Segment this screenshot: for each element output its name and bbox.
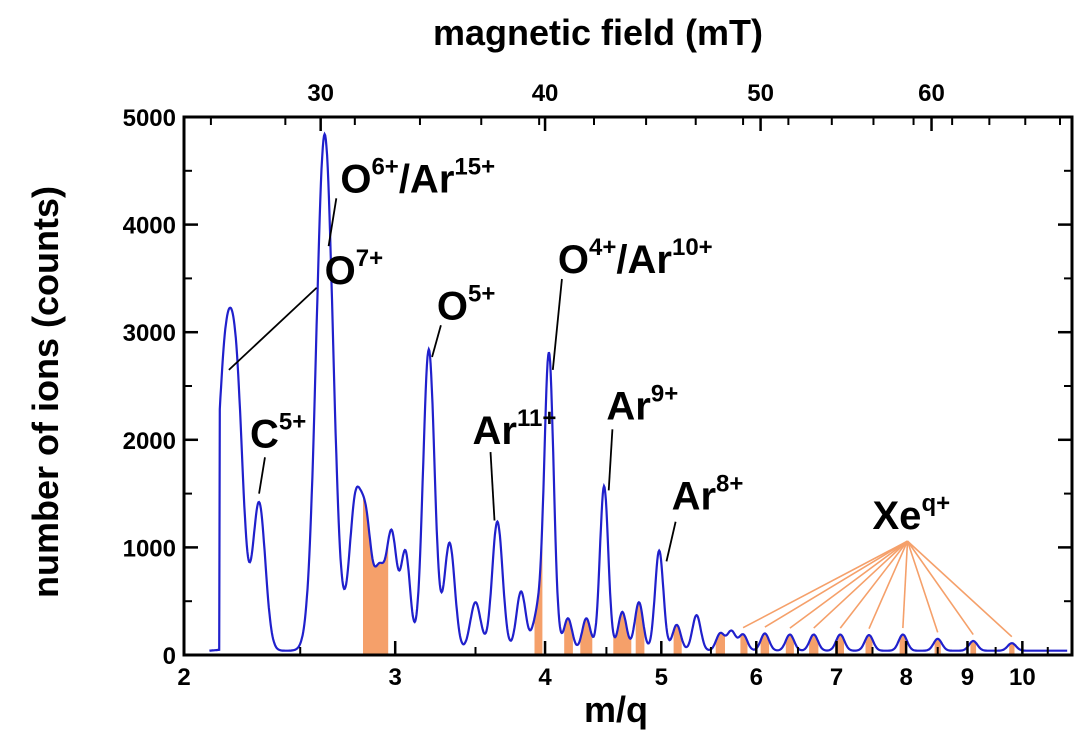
annotation-pointer (327, 198, 338, 247)
xe-pointer (902, 541, 909, 629)
xe-pointer (868, 540, 909, 629)
x-tick-label: 6 (750, 664, 763, 691)
y-tick-label: 3000 (123, 320, 176, 347)
annotation-pointer (665, 521, 677, 562)
peak-label: Ar8+ (672, 471, 744, 519)
y-tick-label: 1000 (123, 535, 176, 562)
x-tick-label: 9 (961, 664, 974, 691)
xe-fill-10 (785, 634, 794, 655)
annotation-pointer (607, 429, 614, 491)
xe-fill-11 (809, 634, 819, 655)
x-tick-label: 8 (899, 664, 912, 691)
xe-pointer (906, 540, 974, 636)
top-axis-title: magnetic field (mT) (433, 12, 763, 53)
annotation-pointer (551, 278, 563, 370)
y-tick-label: 4000 (123, 213, 176, 240)
peak-annotation-5: O4+/Ar10+ (551, 234, 713, 370)
x-tick-label: 3 (389, 664, 402, 691)
peak-annotation-1: O7+ (228, 245, 384, 371)
x-tick-label: 10 (1009, 664, 1036, 691)
peak-annotation-8: Xeq+ (742, 490, 1013, 638)
peak-label: O5+ (437, 280, 496, 328)
y-tick-label: 0 (163, 643, 176, 670)
peak-annotation-3: O5+ (431, 280, 496, 358)
xe-fill-4 (613, 611, 632, 655)
xe-fill-14 (899, 634, 907, 655)
xe-pointer (813, 540, 909, 629)
y-axis-title: number of ions (counts) (25, 186, 66, 598)
y-tick-label: 5000 (123, 105, 176, 132)
peak-label: Xeq+ (873, 490, 951, 538)
xe-pointer (906, 540, 939, 633)
xe-filled-peaks (363, 494, 1015, 655)
top-tick-label: 30 (307, 80, 334, 107)
xe-fill-13 (865, 635, 873, 655)
annotation-pointer (431, 325, 442, 358)
annotation-pointer (228, 287, 318, 371)
annotation-pointer (258, 457, 266, 494)
peak-label: O7+ (325, 245, 384, 293)
xe-fill-16 (970, 641, 977, 655)
axis-ticks (182, 115, 1072, 657)
xe-fill-17 (1009, 643, 1015, 655)
xe-pointer (789, 540, 908, 629)
xe-pointer (906, 540, 1013, 638)
peak-annotation-2: O6+/Ar15+ (327, 153, 495, 247)
xe-fill-1 (534, 518, 543, 655)
top-tick-label: 60 (918, 80, 945, 107)
axis-tick-labels: 2 3 4 5 6 7 8 9 10 0 1000 2000 3000 4000 5000 30 40 50 60 (123, 80, 1036, 691)
peak-annotations: C5+ O7+ O6+/Ar15+ O5+ Ar11+ O4+/Ar10+ Ar9+ Ar8+… (228, 153, 1013, 638)
peak-annotation-0: C5+ (250, 408, 306, 494)
top-tick-label: 40 (532, 80, 559, 107)
peak-label: Ar11+ (473, 405, 557, 453)
xe-pointer (839, 540, 909, 629)
xe-fill-9 (760, 633, 770, 655)
xe-fill-15 (934, 638, 941, 655)
peak-annotation-7: Ar8+ (665, 471, 744, 562)
x-axis-title: m/q (584, 689, 648, 730)
xe-pointer (742, 540, 908, 629)
peak-annotation-6: Ar9+ (606, 380, 678, 491)
peak-annotation-4: Ar11+ (473, 405, 557, 521)
top-tick-label: 50 (747, 80, 774, 107)
peak-label: C5+ (250, 408, 306, 456)
x-tick-label: 7 (830, 664, 843, 691)
x-tick-label: 5 (655, 664, 668, 691)
y-tick-label: 2000 (123, 428, 176, 455)
peak-label: O4+/Ar10+ (558, 234, 713, 282)
xe-fill-3 (580, 618, 593, 655)
annotation-pointer (489, 452, 496, 521)
peak-label: Ar9+ (606, 380, 678, 428)
xe-pointer (764, 540, 908, 628)
x-tick-label: 2 (177, 664, 190, 691)
x-tick-label: 4 (538, 664, 552, 691)
peak-label: O6+/Ar15+ (340, 153, 495, 201)
spectrum-line (209, 131, 1068, 652)
